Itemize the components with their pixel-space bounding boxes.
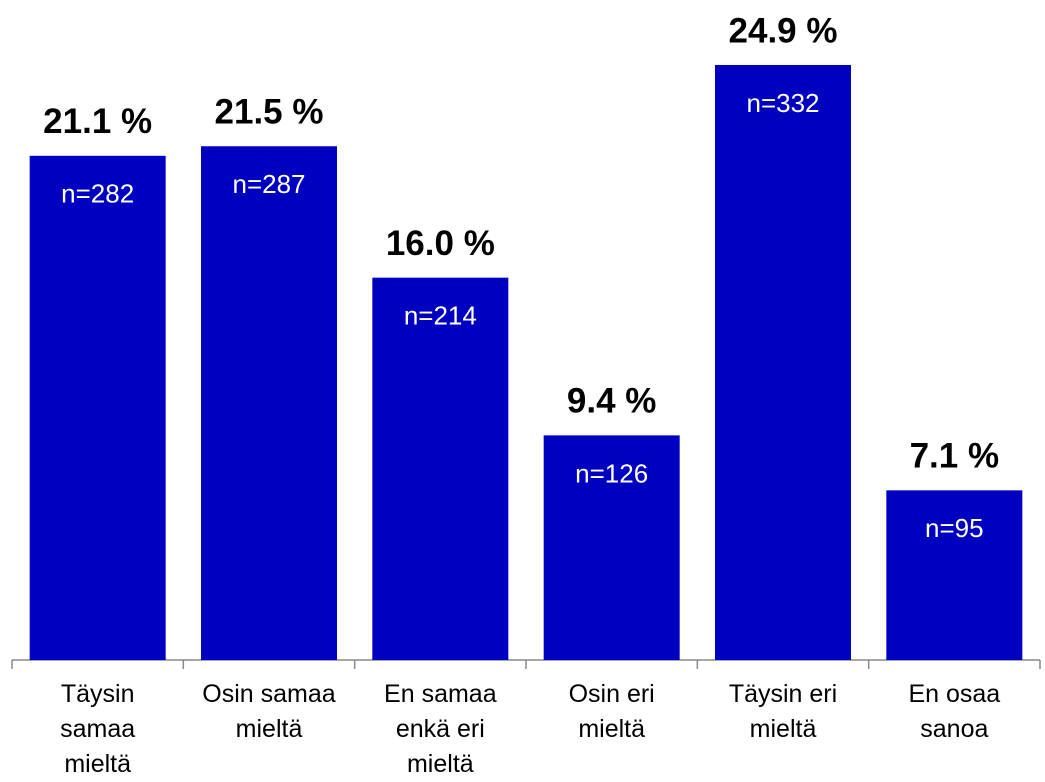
bar [201, 146, 337, 660]
count-label: n=332 [746, 88, 819, 118]
x-tick-label: Osin samaa mieltä [202, 680, 335, 743]
count-label: n=282 [61, 179, 134, 209]
value-label: 9.4 % [567, 382, 657, 421]
count-label: n=95 [925, 513, 984, 543]
value-label: 7.1 % [910, 437, 1000, 476]
x-tick-label: En samaa enkä eri mieltä [384, 680, 497, 778]
value-label: 21.1 % [43, 102, 152, 141]
value-label: 16.0 % [386, 224, 495, 263]
count-label: n=287 [232, 169, 305, 199]
value-label: 24.9 % [729, 11, 838, 50]
count-label: n=126 [575, 458, 648, 488]
bar [372, 277, 509, 660]
x-tick-label: Täysin eri mieltä [729, 680, 837, 743]
bar [886, 490, 1023, 660]
value-label: 21.5 % [215, 92, 324, 131]
bar [29, 155, 166, 660]
bar [715, 65, 851, 660]
x-tick-label: En osaa sanoa [908, 680, 1000, 743]
x-tick-label: Osin eri mieltä [569, 680, 655, 743]
count-label: n=214 [404, 301, 477, 331]
x-tick-label: Täysin samaa mieltä [60, 680, 135, 778]
bar [543, 435, 680, 660]
